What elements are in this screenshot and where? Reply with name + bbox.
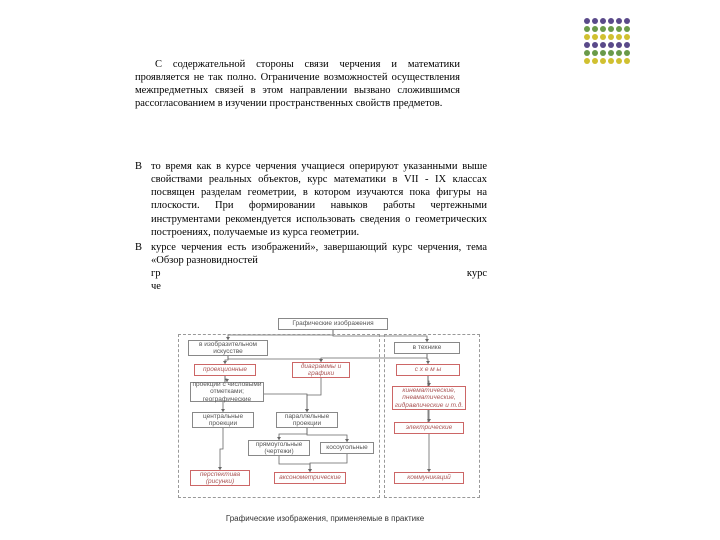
flowchart-diagram: Графические изображения в изобразительном… [172, 316, 502, 510]
diagram-node-comm: коммуникаций [394, 472, 464, 484]
diagram-node-persp: перспектива (рисунки) [190, 470, 250, 486]
diagram-node-schem: с х е м ы [396, 364, 460, 376]
diagram-node-root: Графические изображения [278, 318, 388, 330]
diagram-node-oblique: косоугольные [320, 442, 374, 454]
bullet-mark: В [135, 241, 151, 294]
bullet-mark: В [135, 160, 151, 239]
diagram-caption: Графические изображения, применяемые в п… [200, 514, 450, 523]
bullet-text-2: курсе черчения есть изображений», заверш… [151, 241, 487, 294]
diagram-node-electr: электрические [394, 422, 464, 434]
intro-paragraph: С содержательной стороны связи черчения … [135, 58, 460, 111]
list-item: В то время как в курсе черчения учащиеся… [135, 160, 487, 239]
diagram-node-diag: диаграммы и графики [292, 362, 350, 378]
diagram-node-kinem: кинематические, пневматические, гидравли… [392, 386, 466, 410]
bullet-list: В то время как в курсе черчения учащиеся… [135, 160, 487, 293]
bullet-text-1: то время как в курсе черчения учащиеся о… [151, 160, 487, 239]
corner-dot-grid [584, 18, 630, 64]
list-item: В курсе черчения есть изображений», заве… [135, 241, 487, 294]
diagram-node-central: центральные проекции [192, 412, 254, 428]
diagram-node-art: в изобразительном искусстве [188, 340, 268, 356]
diagram-node-parallel: параллельные проекции [276, 412, 338, 428]
diagram-node-axo: аксонометрические [274, 472, 346, 484]
diagram-node-nums: проекции с числовыми отметками; географи… [190, 382, 264, 402]
diagram-node-tech: в технике [394, 342, 460, 354]
diagram-node-ortho: прямоугольные (чертежи) [248, 440, 310, 456]
diagram-node-proj: проекционные [194, 364, 256, 376]
